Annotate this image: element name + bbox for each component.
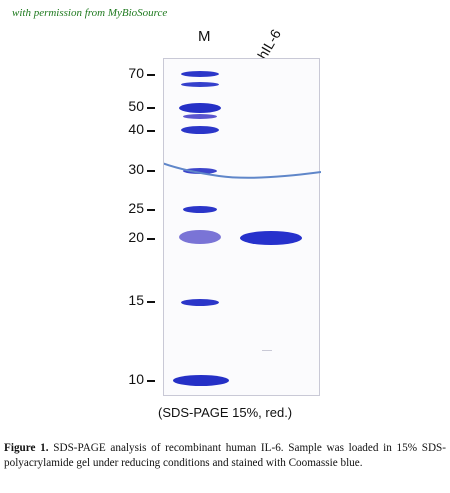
marker-lane-label: M	[198, 28, 211, 45]
marker-band-60	[181, 82, 219, 87]
mw-tick-25	[147, 209, 155, 211]
mw-label-50: 50	[128, 98, 144, 114]
mw-label-25: 25	[128, 200, 144, 216]
mw-tick-20	[147, 238, 155, 240]
gel-image	[163, 58, 321, 396]
marker-band-25	[183, 206, 217, 213]
marker-band-30	[183, 168, 217, 174]
mw-tick-10	[147, 380, 155, 382]
marker-band-10	[173, 375, 229, 386]
mw-tick-30	[147, 170, 155, 172]
marker-band-45	[183, 114, 217, 119]
mw-tick-70	[147, 74, 155, 76]
sample-band-il6	[240, 231, 302, 245]
figure-caption: Figure 1. SDS-PAGE analysis of recombina…	[4, 441, 446, 471]
marker-band-40	[181, 126, 219, 134]
mw-label-70: 70	[128, 65, 144, 81]
marker-band-70	[181, 71, 219, 77]
mw-tick-50	[147, 107, 155, 109]
mw-tick-15	[147, 301, 155, 303]
mw-label-30: 30	[128, 161, 144, 177]
gel-caption: (SDS-PAGE 15%, red.)	[158, 405, 293, 420]
marker-band-20	[179, 230, 221, 244]
mw-label-10: 10	[128, 371, 144, 387]
mw-tick-40	[147, 130, 155, 132]
gel-speck	[262, 350, 272, 351]
marker-band-50	[179, 103, 221, 113]
mw-label-15: 15	[128, 292, 144, 308]
gel-artifact-line	[164, 162, 321, 179]
mw-label-40: 40	[128, 121, 144, 137]
sample-lane-label: hIL-6	[254, 26, 284, 63]
mw-label-20: 20	[128, 229, 144, 245]
figure-caption-text: SDS-PAGE analysis of recombinant human I…	[4, 442, 446, 469]
permission-note: with permission from MyBioSource	[12, 7, 168, 19]
marker-band-15	[181, 299, 219, 306]
figure-caption-label: Figure 1.	[4, 442, 49, 454]
